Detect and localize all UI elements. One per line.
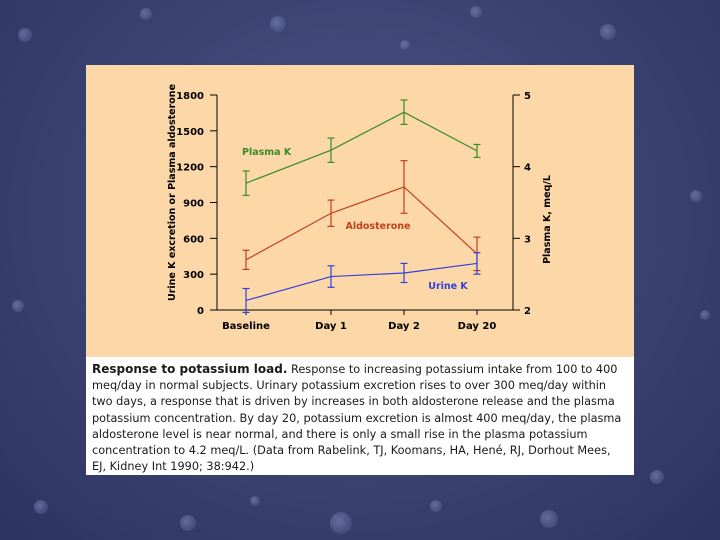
background-dot	[430, 500, 442, 512]
background-dot	[140, 8, 152, 20]
caption-title: Response to potassium load.	[92, 362, 288, 376]
caption-text: Response to increasing potassium intake …	[92, 363, 622, 474]
background-dot	[690, 190, 702, 202]
left-tick-label: 900	[183, 199, 204, 210]
background-dot	[470, 6, 482, 18]
chart-panel: 0 300 600 900 1200 1500 1800 2 3 4 5 Baseline Day 1 D…	[86, 65, 634, 357]
y-left-axis-label: Urine K excretion or Plasma aldosterone	[167, 84, 178, 301]
right-tick-label: 5	[524, 91, 531, 102]
background-dot	[34, 500, 48, 514]
x-tick-label: Day 1	[315, 321, 347, 332]
left-tick-label: 1200	[176, 163, 204, 174]
x-tick-label: Day 20	[458, 321, 497, 332]
left-tick-label: 1800	[176, 91, 204, 102]
x-tick-label: Day 2	[388, 321, 420, 332]
series-line	[245, 262, 478, 302]
right-tick-label: 4	[524, 163, 531, 174]
left-tick-label: 300	[183, 270, 204, 281]
background-dot	[400, 40, 410, 50]
series-label: Plasma K	[242, 147, 292, 158]
background-dot	[650, 470, 664, 484]
series-label: Urine K	[428, 281, 468, 292]
background-dot	[600, 24, 616, 40]
right-tick-label: 2	[524, 306, 531, 317]
left-tick-label: 0	[197, 306, 204, 317]
y-right-axis-label: Plasma K, meq/L	[542, 175, 553, 264]
background-dot	[12, 300, 24, 312]
background-dot	[250, 496, 260, 506]
background-dot	[270, 16, 286, 32]
chart: 0 300 600 900 1200 1500 1800 2 3 4 5 Baseline Day 1 D…	[167, 84, 553, 332]
left-tick-label: 600	[183, 234, 204, 245]
x-tick-label: Baseline	[222, 321, 270, 332]
left-tick-label: 1500	[176, 127, 204, 138]
series-label: Aldosterone	[346, 221, 411, 232]
background-dot	[330, 512, 352, 534]
series-line	[245, 111, 478, 184]
figure-caption: Response to potassium load. Response to …	[86, 357, 634, 475]
right-tick-label: 3	[524, 234, 531, 245]
background-dot	[18, 28, 32, 42]
background-dot	[700, 310, 710, 320]
background-dot	[180, 515, 196, 531]
series-line	[245, 186, 478, 261]
background-dot	[540, 510, 558, 528]
